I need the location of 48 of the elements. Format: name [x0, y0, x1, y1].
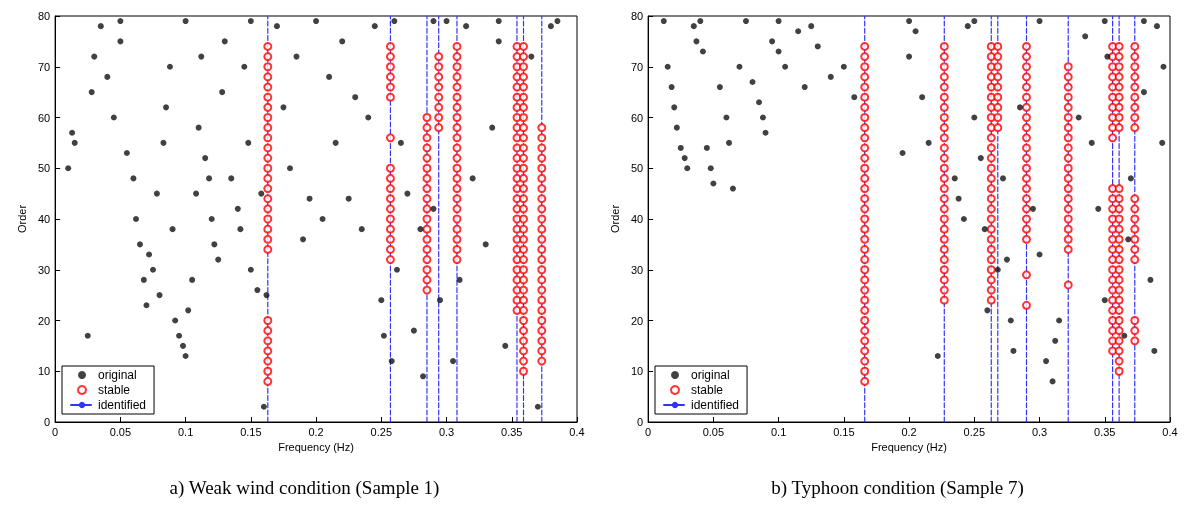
legend-label: original	[691, 368, 730, 382]
text: b) Typhoon condition (Sample 7)	[771, 477, 1024, 499]
x-tick-label: 0.1	[177, 425, 194, 438]
x-tick-label: 0.2	[901, 425, 917, 438]
legend-label: identified	[98, 398, 147, 412]
text: a) Weak wind condition (Sample 1)	[169, 477, 440, 499]
y-tick-label: 80	[630, 10, 644, 22]
y-tick-label: 70	[630, 60, 644, 73]
y-axis-title: Order	[608, 204, 621, 234]
y-tick-label: 20	[37, 314, 51, 327]
x-tick-label: 0.3	[1031, 425, 1048, 438]
y-tick-label: 40	[37, 213, 51, 225]
x-tick-label: 0	[645, 425, 652, 438]
legend-label: stable	[691, 383, 724, 397]
y-tick-label: 20	[630, 314, 644, 327]
y-tick-label: 0	[44, 416, 51, 428]
x-tick-label: 0	[52, 425, 59, 438]
x-tick-label: 0.35	[1094, 425, 1116, 438]
x-tick-label: 0.25	[370, 425, 393, 438]
x-tick-label: 0.1	[770, 425, 787, 438]
x-tick-label: 0.4	[1162, 425, 1178, 438]
y-tick-label: 70	[37, 60, 51, 73]
y-axis-title: Order	[15, 204, 28, 234]
y-tick-label: 50	[630, 162, 644, 175]
x-tick-label: 0.05	[702, 425, 725, 438]
x-tick-label: 0.4	[569, 425, 585, 438]
x-axis-title: Frequency (Hz)	[278, 441, 354, 454]
legend-label: identified	[691, 398, 740, 412]
y-tick-label: 30	[37, 263, 51, 276]
x-tick-label: 0.35	[501, 425, 523, 438]
x-tick-label: 0.15	[833, 425, 855, 438]
x-tick-label: 0.05	[109, 425, 132, 438]
x-tick-label: 0.25	[963, 425, 986, 438]
y-tick-label: 40	[630, 213, 644, 225]
y-tick-label: 10	[630, 365, 644, 378]
legend-label: stable	[98, 383, 131, 397]
x-tick-label: 0.15	[240, 425, 262, 438]
legend-label: original	[98, 368, 137, 382]
y-tick-label: 0	[637, 416, 644, 428]
x-tick-label: 0.2	[308, 425, 324, 438]
y-tick-label: 60	[630, 111, 644, 124]
y-tick-label: 10	[37, 365, 51, 378]
x-axis-title: Frequency (Hz)	[871, 441, 947, 454]
x-tick-label: 0.3	[438, 425, 455, 438]
y-tick-label: 30	[630, 263, 644, 276]
y-tick-label: 80	[37, 10, 51, 22]
y-tick-label: 60	[37, 111, 51, 124]
y-tick-label: 50	[37, 162, 51, 175]
